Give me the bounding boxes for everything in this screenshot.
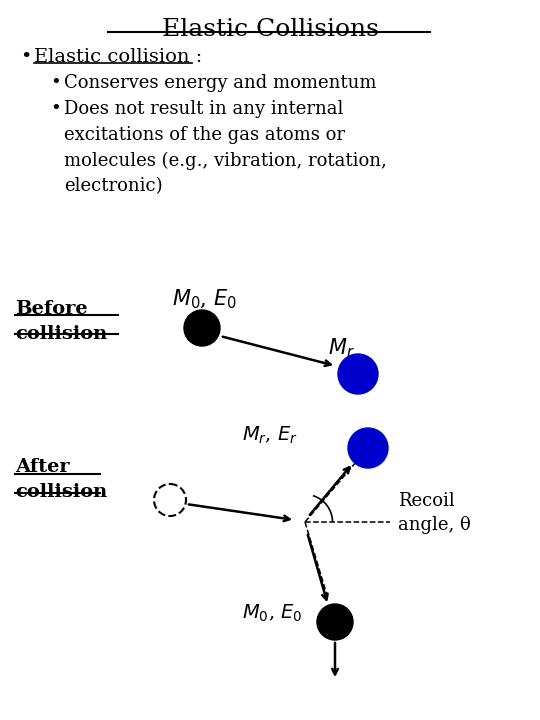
Text: Elastic Collisions: Elastic Collisions [161, 18, 379, 41]
Text: After
collision: After collision [15, 458, 107, 501]
Text: Recoil
angle, θ: Recoil angle, θ [398, 492, 471, 534]
Circle shape [317, 604, 353, 640]
Circle shape [338, 354, 378, 394]
Text: •: • [50, 100, 61, 118]
Text: $M_r$, $E_r$: $M_r$, $E_r$ [242, 425, 298, 446]
Circle shape [348, 428, 388, 468]
Circle shape [184, 310, 220, 346]
Text: •: • [20, 48, 31, 66]
Text: •: • [50, 74, 61, 92]
Text: $M_r$: $M_r$ [328, 336, 355, 359]
Text: Conserves energy and momentum: Conserves energy and momentum [64, 74, 376, 92]
Text: $M_0$, $E_0$: $M_0$, $E_0$ [172, 288, 237, 311]
Text: Elastic collision :: Elastic collision : [34, 48, 202, 66]
Text: Does not result in any internal
excitations of the gas atoms or
molecules (e.g.,: Does not result in any internal excitati… [64, 100, 387, 196]
Text: Before
collision: Before collision [15, 300, 107, 343]
Text: $M_0$, $E_0$: $M_0$, $E_0$ [242, 603, 302, 624]
